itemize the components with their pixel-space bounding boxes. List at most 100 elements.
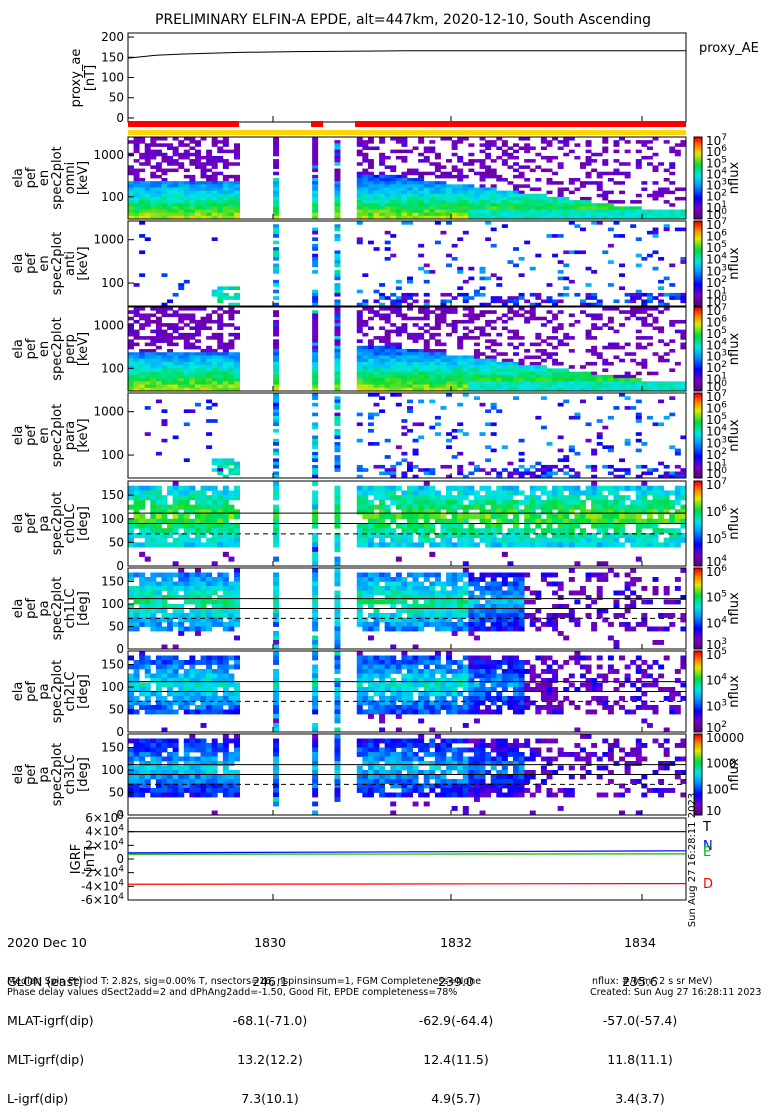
spectrogram-cell [407,372,413,376]
spectrogram-cell [558,362,564,366]
spectrogram-cell [613,234,619,238]
spectrogram-cell [669,490,675,495]
spectrogram-cell [485,422,491,426]
spectrogram-cell [374,613,380,618]
spectrogram-cell [424,339,430,343]
spectrogram-cell [452,200,458,204]
spectrogram-cell [273,257,279,261]
spectrogram-cell [502,191,508,195]
spectrogram-cell [474,465,480,469]
spectrogram-pa-ch1: 150100500elapefpaspec2plotch1LC[deg]1061… [11,564,742,656]
spectrogram-cell [474,505,480,510]
spectrogram-cell [396,355,402,359]
spectrogram-cell [424,468,430,472]
spectrogram-cell [145,524,151,529]
spectrogram-cell [390,595,396,600]
spectrogram-cell [446,203,452,207]
spectrogram-cell [334,143,340,147]
spectrogram-cell [413,359,419,363]
spectrogram-cell [139,505,145,510]
spectrogram-cell [413,509,419,514]
spectrogram-cell [223,577,229,582]
spectrogram-cell [619,495,625,500]
spectrogram-cell [184,181,190,185]
spectrogram-cell [184,194,190,198]
spectrogram-cell [491,244,497,248]
spectrogram-cell [507,156,513,160]
spectrogram-cell [613,143,619,147]
spectrogram-cell [273,595,279,600]
spectrogram-cell [379,184,385,188]
spectrogram-cell [201,359,207,363]
spectrogram-cell [134,172,140,176]
spectrogram-cell [145,385,151,389]
spectrogram-cell [357,500,363,505]
spectrogram-cell [362,362,368,366]
spectrogram-cell [641,257,647,261]
spectrogram-cell [379,365,385,369]
spectrogram-cell [128,172,134,176]
spectrogram-cell [552,490,558,495]
spectrogram-cell [463,378,469,382]
spectrogram-cell [334,524,340,529]
spectrogram-cell [658,514,664,519]
spectrogram-cell [446,307,452,311]
spectrogram-cell [418,137,424,141]
spectrogram-cell [502,368,508,372]
spectrogram-cell [636,486,642,491]
spectrogram-cell [407,609,413,614]
spectrogram-cell [491,368,497,372]
spectrogram-cell [156,400,162,404]
spectrogram-cell [396,573,402,578]
spectrogram-cell [597,206,603,210]
spectrogram-cell [217,381,223,385]
spectrogram-cell [429,194,435,198]
spectrogram-cell [374,627,380,632]
spectrogram-cell [167,381,173,385]
spectrogram-cell [597,538,603,543]
spectrogram-cell [201,577,207,582]
spectrogram-cell [563,514,569,519]
spectrogram-cell [362,385,368,389]
spectrogram-cell [552,528,558,533]
spectrogram-cell [178,162,184,166]
spectrogram-cell [334,191,340,195]
spectrogram-cell [664,490,670,495]
spectrogram-cell [212,591,218,596]
spectrogram-cell [558,293,564,297]
spectrogram-cell [485,528,491,533]
spectrogram-cell [396,524,402,529]
spectrogram-cell [312,481,318,486]
spectrogram-cell [374,184,380,188]
spectrogram-cell [463,320,469,324]
spectrogram-cell [552,210,558,214]
spectrogram-cell [195,187,201,191]
spectrogram-cell [217,458,223,462]
spectrogram-cell [385,573,391,578]
spectrogram-cell [647,336,653,340]
spectrogram-cell [401,375,407,379]
spectrogram-cell [413,178,419,182]
spectrogram-cell [368,187,374,191]
spectrogram-cell [507,495,513,500]
spectrogram-cell [675,465,681,469]
spectrogram-cell [602,500,608,505]
spectrogram-cell [156,330,162,334]
spectrogram-cell [156,622,162,627]
spectrogram-cell [558,490,564,495]
spectrogram-cell [524,143,530,147]
spectrogram-cell [362,213,368,217]
spectrogram-cell [161,365,167,369]
spectrogram-cell [379,372,385,376]
spectrogram-cell [574,500,580,505]
spectrogram-cell [195,609,201,614]
y-axis-label: [deg] [76,506,91,541]
spectrogram-cell [418,359,424,363]
spectrogram-cell [574,378,580,382]
spectrogram-cell [653,317,659,321]
spectrogram-cell [435,359,441,363]
spectrogram-cell [424,500,430,505]
spectrogram-cell [212,359,218,363]
spectrogram-cell [273,200,279,204]
spectrogram-cell [602,368,608,372]
